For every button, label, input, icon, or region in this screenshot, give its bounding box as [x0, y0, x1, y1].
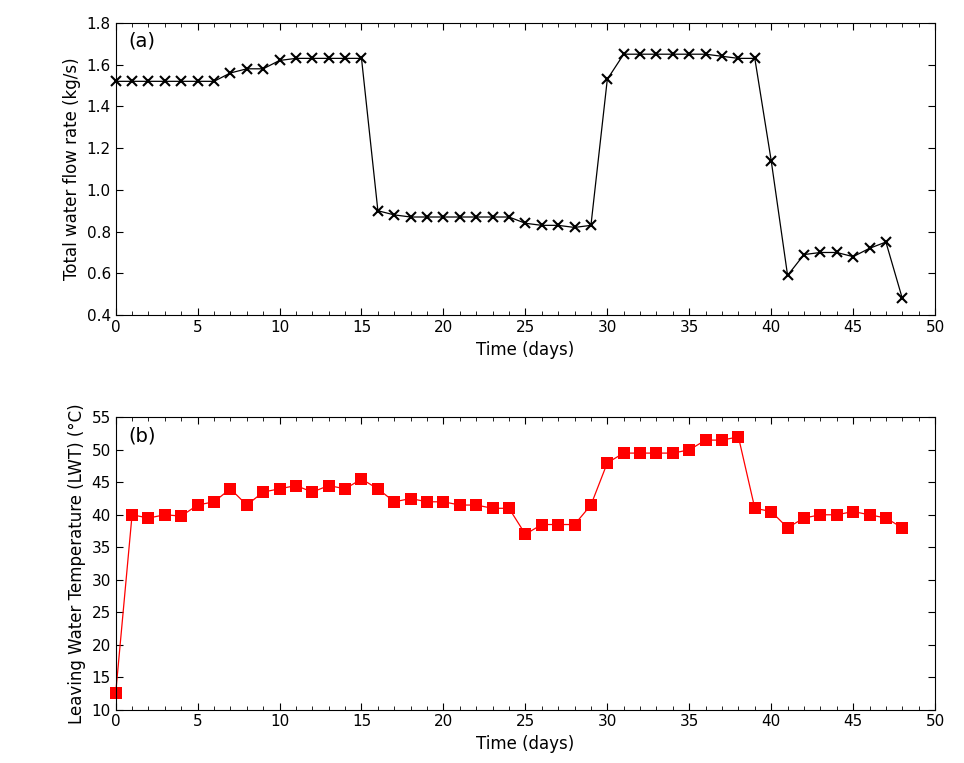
X-axis label: Time (days): Time (days)	[476, 340, 575, 359]
Y-axis label: Leaving Water Temperature (LWT) (°C): Leaving Water Temperature (LWT) (°C)	[67, 403, 86, 724]
Text: (a): (a)	[128, 31, 155, 50]
Text: (b): (b)	[128, 427, 155, 445]
X-axis label: Time (days): Time (days)	[476, 735, 575, 753]
Y-axis label: Total water flow rate (kg/s): Total water flow rate (kg/s)	[63, 58, 81, 280]
